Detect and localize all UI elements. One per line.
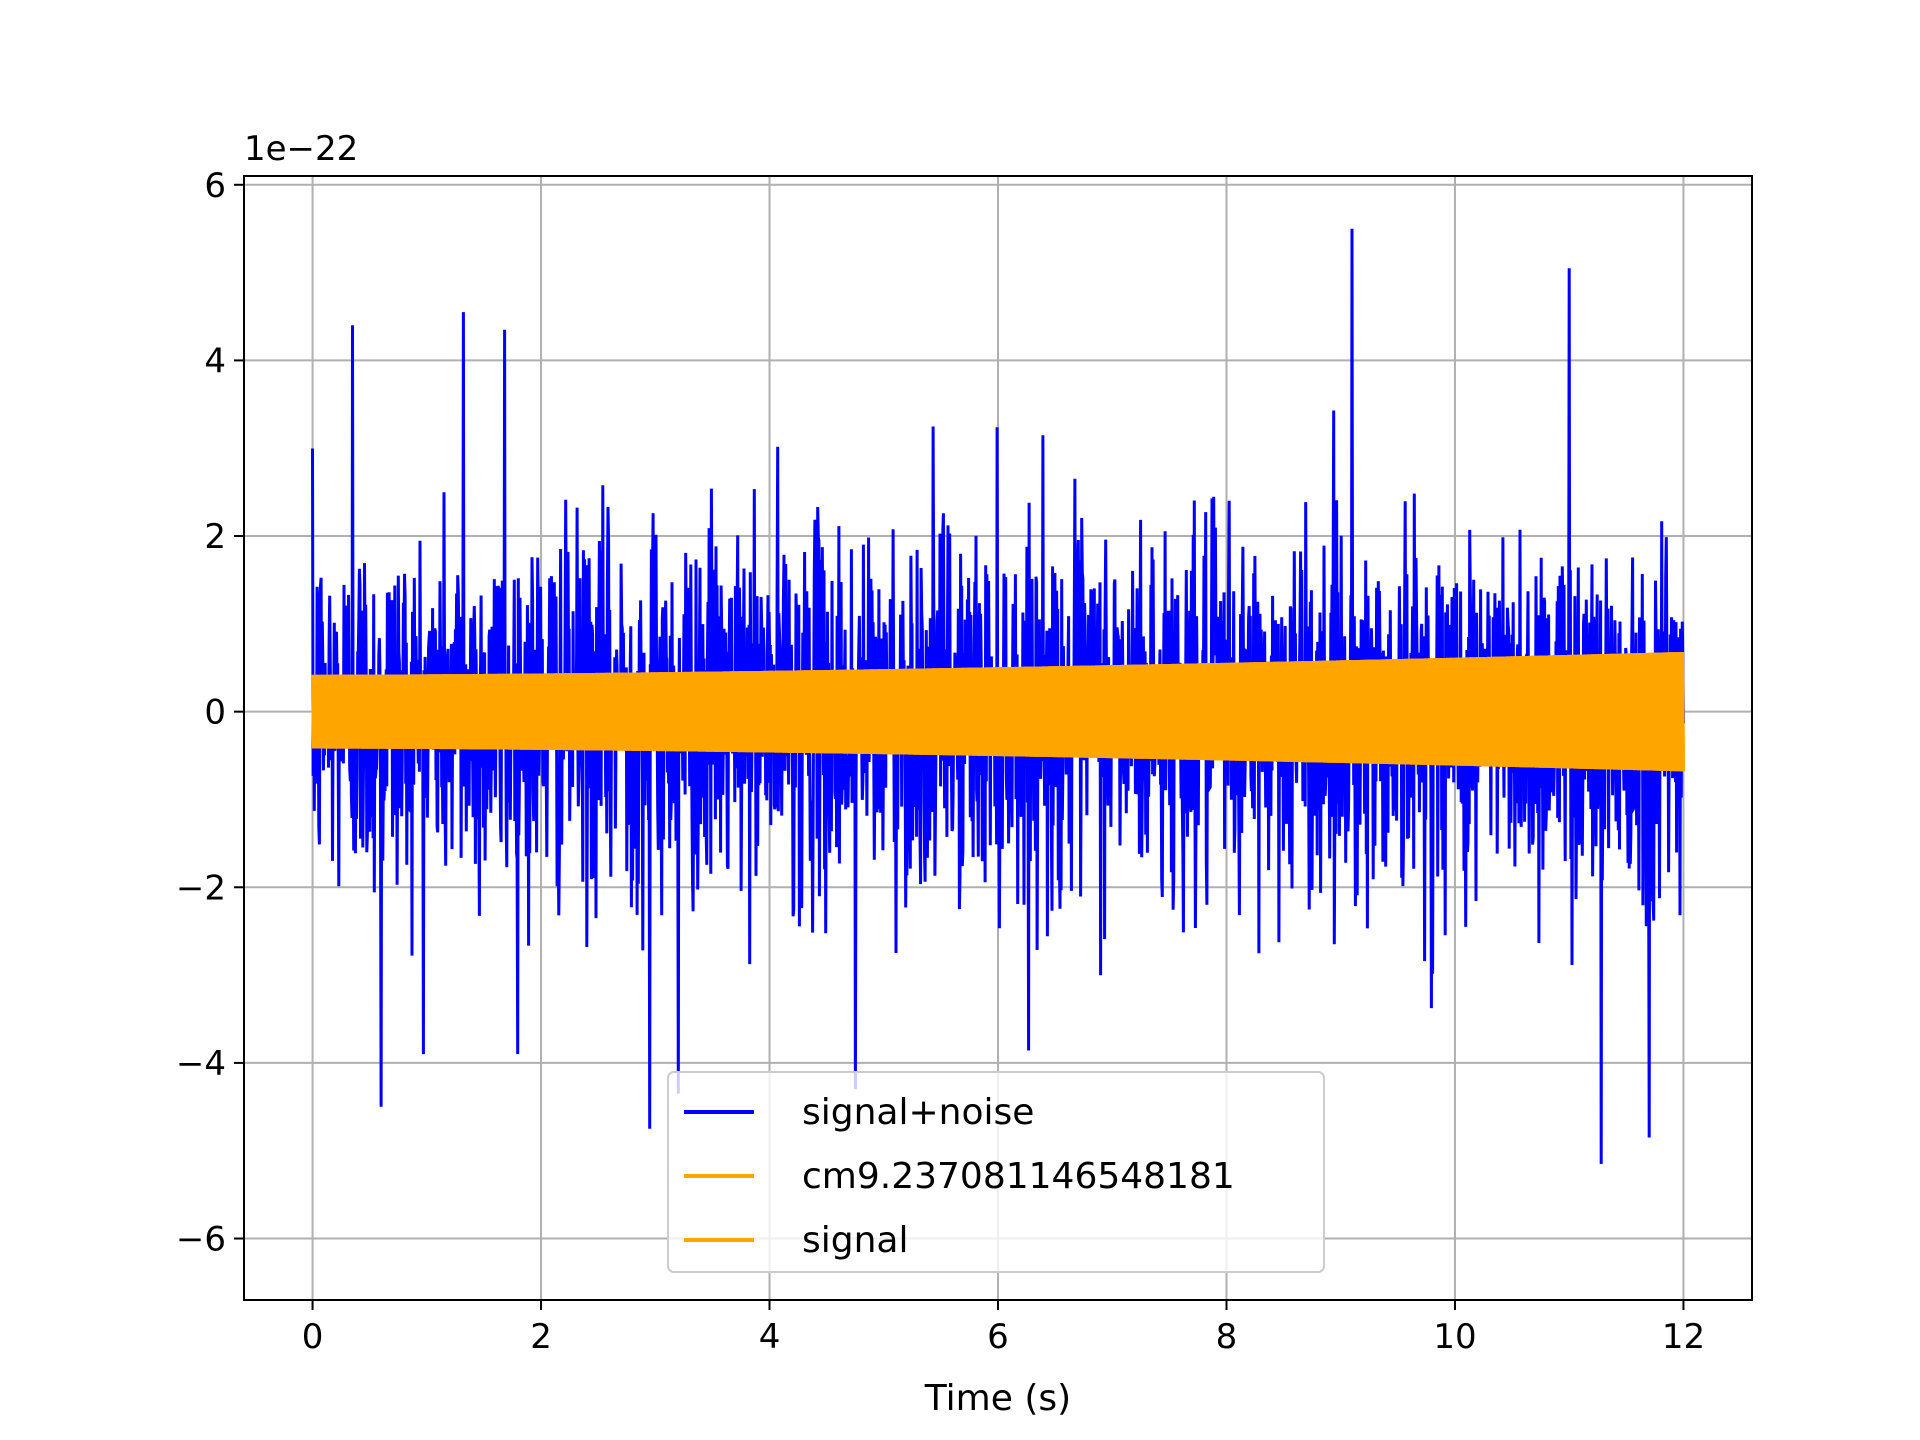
x-axis: 0 2 4 6 8 10 12 <box>302 1300 1705 1357</box>
y-tick-label: −2 <box>176 868 226 908</box>
y-tick-label: 2 <box>204 517 226 557</box>
series-signal <box>311 651 1685 772</box>
legend-label: cm9.237081146548181 <box>802 1156 1235 1197</box>
x-tick-label: 12 <box>1662 1317 1705 1357</box>
series-layer <box>311 228 1685 1164</box>
y-tick-label: 4 <box>204 341 226 381</box>
y-tick-label: −6 <box>176 1220 226 1260</box>
x-tick-label: 2 <box>530 1317 552 1357</box>
x-tick-label: 6 <box>987 1317 1009 1357</box>
x-tick-label: 0 <box>302 1317 324 1357</box>
legend-box <box>667 1071 1325 1273</box>
y-tick-label: −4 <box>176 1044 226 1084</box>
y-tick-label: 6 <box>204 166 226 206</box>
y-offset-label: 1e−22 <box>244 129 358 169</box>
x-tick-label: 8 <box>1216 1317 1238 1357</box>
legend: signal+noise cm9.237081146548181 signal <box>667 1071 1325 1273</box>
y-axis: −6 −4 −2 0 2 4 6 <box>176 166 244 1260</box>
legend-label: signal <box>802 1220 909 1261</box>
y-tick-label: 0 <box>204 693 226 733</box>
x-tick-label: 10 <box>1433 1317 1476 1357</box>
x-axis-label: Time (s) <box>924 1378 1071 1419</box>
x-tick-label: 4 <box>759 1317 781 1357</box>
legend-label: signal+noise <box>802 1092 1034 1133</box>
